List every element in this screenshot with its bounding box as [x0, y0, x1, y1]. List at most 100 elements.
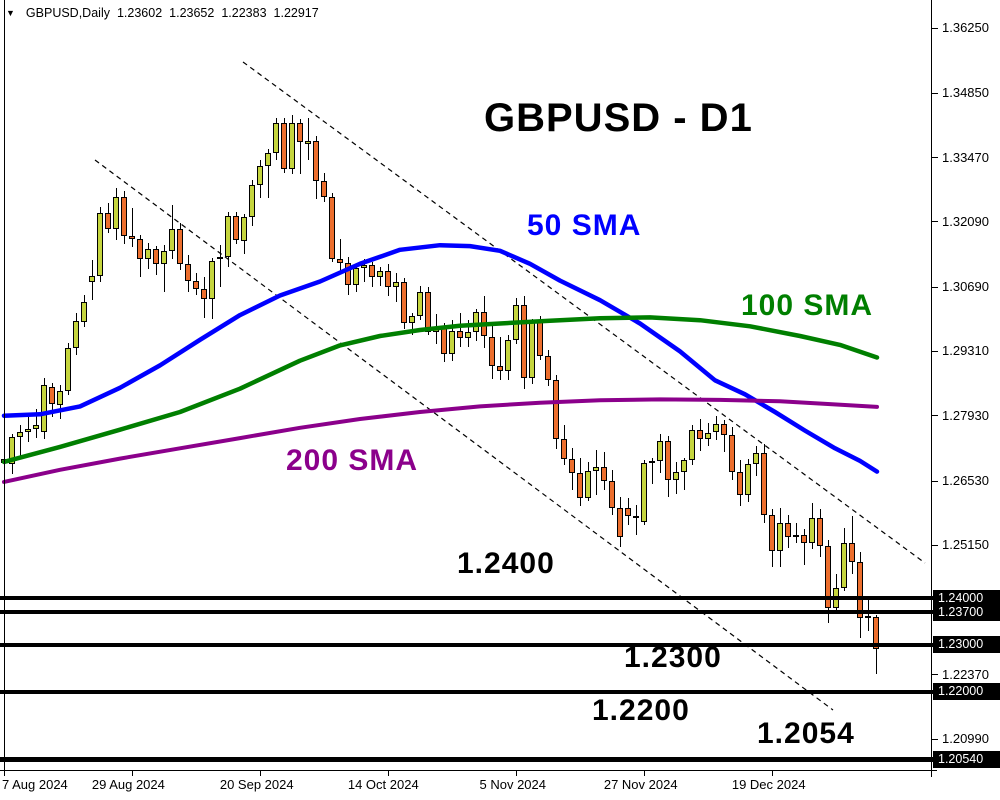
- candlestick-bar: [545, 356, 551, 381]
- y-axis-tick: [931, 27, 938, 29]
- x-axis-date-label: 14 Oct 2024: [347, 777, 419, 792]
- support-resistance-line[interactable]: [0, 689, 937, 694]
- candlestick-bar: [577, 473, 583, 499]
- candlestick-bar: [425, 291, 431, 332]
- candlestick-bar: [673, 471, 679, 480]
- readout-high: 1.23652: [169, 6, 215, 20]
- price-tag: 1.23700: [933, 603, 1000, 621]
- candlestick-bar: [329, 196, 335, 260]
- candlestick-bar: [321, 181, 327, 197]
- support-resistance-line[interactable]: [0, 596, 937, 601]
- candlestick-bar: [305, 140, 311, 144]
- chart-annotation-level-1.2200: 1.2200: [592, 694, 690, 727]
- candlestick-bar: [353, 268, 359, 286]
- candle-wick: [36, 408, 37, 438]
- candlestick-bar: [217, 257, 223, 260]
- candlestick-bar: [9, 436, 15, 465]
- candlestick-bar: [297, 123, 303, 142]
- candle-wick: [308, 118, 309, 161]
- candlestick-bar: [417, 291, 423, 316]
- candlestick-bar: [801, 535, 807, 544]
- support-resistance-line[interactable]: [0, 610, 937, 615]
- candlestick-bar: [817, 518, 823, 547]
- y-axis-tick: [931, 92, 938, 94]
- candlestick-bar: [585, 470, 591, 499]
- symbol-readout: ▼ GBPUSD,Daily 1.23602 1.23652 1.22383 1…: [6, 6, 319, 20]
- candlestick-bar: [137, 238, 143, 260]
- candlestick-bar: [769, 515, 775, 551]
- candle-wick: [20, 425, 21, 456]
- support-resistance-line[interactable]: [0, 642, 937, 647]
- candle-wick: [132, 207, 133, 247]
- candlestick-bar: [369, 264, 375, 277]
- readout-open: 1.23602: [116, 6, 163, 20]
- candlestick-bar: [553, 380, 559, 439]
- x-axis-tick: [4, 770, 5, 776]
- candlestick-bar: [809, 518, 815, 544]
- candlestick-bar: [617, 507, 623, 537]
- candlestick-bar: [377, 271, 383, 277]
- candlestick-bar: [681, 460, 687, 472]
- y-axis-tick: [931, 480, 938, 482]
- candlestick-bar: [457, 331, 463, 339]
- candlestick-bar: [17, 432, 23, 437]
- y-axis-tick: [931, 157, 938, 159]
- candlestick-bar: [529, 321, 535, 379]
- candlestick-bar: [777, 522, 783, 551]
- candlestick-bar: [241, 216, 247, 241]
- candlestick-bar: [201, 288, 207, 300]
- candlestick-bar: [657, 440, 663, 461]
- chart-annotation-sma200-label: 200 SMA: [286, 444, 419, 477]
- candlestick-bar: [25, 428, 31, 433]
- candle-wick: [460, 313, 461, 347]
- y-axis-tick-label: 1.32090: [942, 213, 989, 229]
- candlestick-bar: [849, 543, 855, 563]
- candlestick-bar: [121, 196, 127, 236]
- candlestick-bar: [489, 336, 495, 367]
- candlestick-bar: [41, 385, 47, 432]
- candlestick-bar: [57, 390, 63, 406]
- symbol-marker-icon: ▼: [6, 8, 15, 18]
- candlestick-bar: [129, 235, 135, 239]
- candlestick-bar: [513, 304, 519, 340]
- readout-close: 1.22917: [273, 6, 319, 20]
- candlestick-bar: [273, 123, 279, 153]
- y-axis-tick-label: 1.22370: [942, 666, 989, 682]
- candlestick-bar: [873, 616, 879, 649]
- candle-wick: [364, 259, 365, 283]
- candlestick-bar: [361, 264, 367, 269]
- candlestick-bar: [289, 123, 295, 169]
- candlestick-bar: [161, 250, 167, 264]
- y-axis-tick-label: 1.20990: [942, 731, 989, 747]
- candlestick-bar: [409, 315, 415, 324]
- support-resistance-line[interactable]: [0, 757, 937, 763]
- x-axis-tick: [516, 770, 517, 776]
- y-axis-tick-label: 1.26530: [942, 473, 989, 488]
- y-axis-tick-label: 1.27930: [942, 407, 989, 423]
- candlestick-bar: [633, 516, 639, 519]
- y-axis-tick: [931, 674, 938, 676]
- y-axis-tick-label: 1.25150: [942, 537, 989, 553]
- candle-wick: [796, 522, 797, 544]
- candlestick-bar: [281, 123, 287, 169]
- y-axis-tick: [931, 350, 938, 352]
- x-axis-date-label: 27 Nov 2024: [603, 777, 678, 792]
- chart-annotation-level-1.2400: 1.2400: [457, 547, 555, 580]
- price-tag: 1.24000: [933, 589, 1000, 607]
- candlestick-bar: [721, 424, 727, 436]
- x-axis-tick: [388, 770, 389, 776]
- candlestick-bar: [265, 152, 271, 166]
- price-tag: 1.22000: [933, 683, 1000, 701]
- candlestick-bar: [473, 311, 479, 332]
- candlestick-bar: [761, 453, 767, 516]
- candlestick-bar: [257, 165, 263, 186]
- candlestick-bar: [337, 259, 343, 263]
- candlestick-bar: [625, 507, 631, 517]
- candle-wick: [500, 337, 501, 381]
- candlestick-bar: [249, 185, 255, 217]
- x-axis-date-label: 19 Dec 2024: [731, 777, 806, 792]
- chart-annotation-level-1.2300: 1.2300: [624, 641, 722, 674]
- y-axis-tick: [931, 221, 938, 223]
- candlestick-bar: [193, 280, 199, 289]
